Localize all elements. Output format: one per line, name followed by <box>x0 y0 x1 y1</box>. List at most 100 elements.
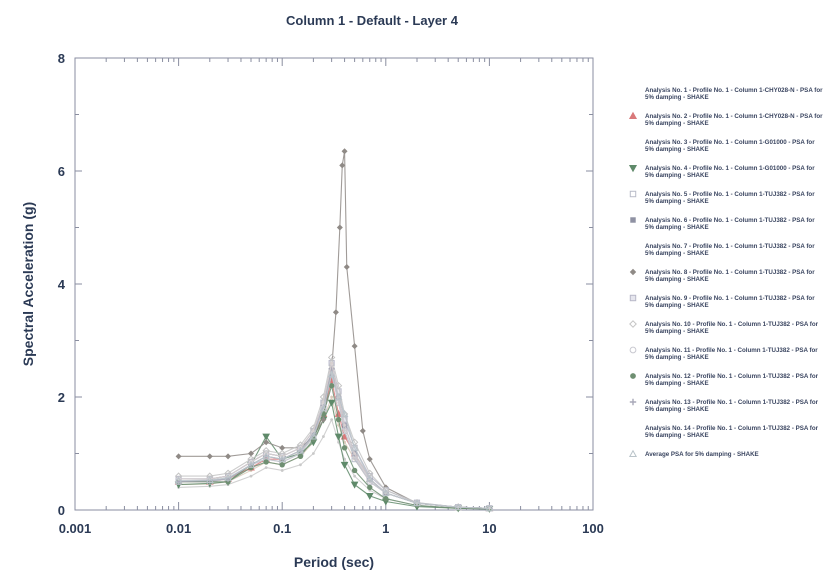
series-line <box>178 357 490 509</box>
data-point <box>365 474 374 482</box>
data-point <box>322 435 325 438</box>
legend-label: Analysis No. 2 - Profile No. 1 - Column … <box>645 113 823 127</box>
data-point <box>340 461 349 469</box>
data-point <box>330 395 334 399</box>
data-point <box>262 452 271 460</box>
data-point <box>279 462 285 468</box>
data-point <box>383 496 389 502</box>
data-point <box>413 499 421 507</box>
data-point <box>224 473 232 481</box>
series-line <box>178 374 490 509</box>
data-point <box>336 224 343 231</box>
data-point <box>350 443 359 451</box>
legend-marker <box>628 164 638 173</box>
legend: Analysis No. 1 - Profile No. 1 - Column … <box>628 87 823 458</box>
legend-marker <box>629 190 637 198</box>
data-point <box>327 370 336 378</box>
data-point <box>309 432 318 440</box>
data-point <box>264 466 268 470</box>
x-tick-label: 1 <box>382 521 389 536</box>
series-8 <box>175 148 493 512</box>
data-point <box>249 474 253 478</box>
legend-label: Analysis No. 12 - Profile No. 1 - Column… <box>645 373 819 387</box>
legend-label: Analysis No. 5 - Profile No. 1 - Column … <box>645 191 815 205</box>
data-point <box>365 492 374 500</box>
data-point <box>327 353 336 362</box>
legend-item: Analysis No. 1 - Profile No. 1 - Column … <box>645 87 823 101</box>
series-line <box>178 372 490 509</box>
data-point <box>339 162 346 169</box>
legend-label: Average PSA for 5% damping - SHAKE <box>645 451 759 458</box>
data-point <box>174 476 183 484</box>
data-point <box>328 383 335 389</box>
x-tick-label: 0.1 <box>273 521 291 536</box>
data-point <box>205 476 214 483</box>
data-point <box>225 453 232 460</box>
series-layer <box>174 148 494 513</box>
chart-title: Column 1 - Default - Layer 4 <box>286 13 459 28</box>
data-point <box>353 474 357 478</box>
legend-label: Analysis No. 9 - Profile No. 1 - Column … <box>645 295 815 309</box>
x-axis-label: Period (sec) <box>294 554 374 570</box>
data-point <box>366 456 373 463</box>
y-tick-label: 2 <box>58 390 65 405</box>
legend-label: Analysis No. 3 - Profile No. 1 - Column … <box>645 139 815 153</box>
legend-item: Analysis No. 7 - Profile No. 1 - Column … <box>645 243 815 257</box>
x-tick-label: 0.01 <box>166 521 191 536</box>
data-point <box>248 450 255 457</box>
legend-marker <box>629 268 637 276</box>
data-point <box>454 503 463 511</box>
data-point <box>340 409 349 417</box>
legend-label: Analysis No. 13 - Profile No. 1 - Column… <box>645 399 819 413</box>
data-point <box>334 392 343 400</box>
legend-label: Analysis No. 7 - Profile No. 1 - Column … <box>645 243 815 257</box>
legend-marker <box>630 373 636 379</box>
data-point <box>206 453 213 460</box>
data-point <box>343 423 346 427</box>
data-point <box>280 469 284 472</box>
series-line <box>178 151 490 509</box>
series-line <box>178 400 490 510</box>
data-point <box>297 453 304 460</box>
data-point <box>279 444 286 451</box>
data-point <box>351 343 358 350</box>
y-tick-label: 4 <box>58 277 66 292</box>
legend-item: Analysis No. 13 - Profile No. 1 - Column… <box>629 398 819 413</box>
data-point <box>299 463 302 467</box>
data-point <box>353 452 357 455</box>
series-line <box>178 418 490 510</box>
legend-label: Analysis No. 4 - Profile No. 1 - Column … <box>645 165 815 179</box>
data-point <box>330 361 334 365</box>
x-tick-label: 100 <box>582 521 604 536</box>
legend-marker <box>629 320 637 328</box>
data-point <box>350 481 359 489</box>
data-point <box>485 504 494 512</box>
legend-label: Analysis No. 6 - Profile No. 1 - Column … <box>645 217 815 231</box>
data-point <box>367 484 373 491</box>
data-point <box>341 148 348 155</box>
data-point <box>351 467 358 474</box>
data-point <box>311 429 315 433</box>
data-point <box>343 264 350 271</box>
legend-item: Analysis No. 5 - Profile No. 1 - Column … <box>629 190 815 205</box>
series-13 <box>175 365 493 512</box>
legend-label: Analysis No. 1 - Profile No. 1 - Column … <box>645 87 823 101</box>
data-point <box>332 309 339 316</box>
data-point <box>381 489 390 496</box>
data-point <box>175 453 182 460</box>
legend-item: Analysis No. 6 - Profile No. 1 - Column … <box>630 217 815 231</box>
data-point <box>359 427 366 434</box>
data-point <box>334 433 343 441</box>
y-tick-labels: 0 2 4 6 8 <box>58 51 66 518</box>
legend-item: Analysis No. 12 - Profile No. 1 - Column… <box>630 373 819 387</box>
data-point <box>263 459 269 465</box>
series-line <box>178 374 490 509</box>
legend-item: Analysis No. 8 - Profile No. 1 - Column … <box>629 268 815 283</box>
data-point <box>330 418 334 421</box>
legend-label: Analysis No. 10 - Profile No. 1 - Column… <box>645 321 819 335</box>
data-point <box>319 404 328 412</box>
legend-item: Analysis No. 11 - Profile No. 1 - Column… <box>629 346 818 361</box>
data-point <box>296 446 305 454</box>
y-tick-label: 0 <box>58 503 65 518</box>
